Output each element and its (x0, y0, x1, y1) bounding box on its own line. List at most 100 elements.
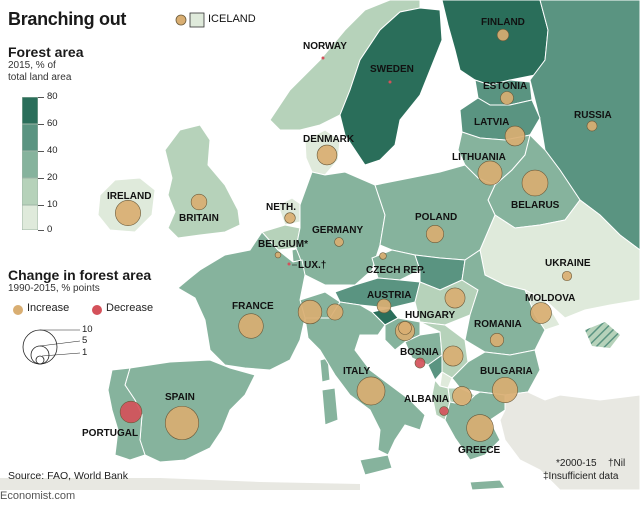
bubble-lithuania (477, 160, 503, 186)
scale-tick-40: 40 (47, 145, 58, 156)
iceland-increase-dot (175, 14, 187, 26)
size-circle-10 (22, 329, 58, 365)
bubble-germany (334, 237, 344, 247)
bubble-italy (356, 376, 386, 406)
nil-dot-norway (321, 56, 325, 60)
bubble-layer (115, 28, 598, 442)
scale-tick-line-3 (38, 178, 44, 179)
label-denmark: DENMARK (303, 134, 355, 145)
label-italy: ITALY (343, 366, 371, 377)
label-bulgaria: BULGARIA (480, 366, 533, 377)
bubble-spain (164, 405, 200, 441)
bubble-unlabelled-4 (452, 386, 472, 406)
size-tick-5: 5 (82, 335, 88, 346)
scale-tick-0: 0 (47, 224, 53, 235)
bubble-czech-rep (379, 252, 387, 260)
country-shape-germany (295, 171, 386, 286)
label-austria: AUSTRIA (367, 290, 411, 301)
country-shape-sicily (359, 454, 393, 476)
label-germany: GERMANY (312, 225, 363, 236)
bubble-denmark (316, 144, 338, 166)
bubble-portugal (119, 400, 143, 424)
insufficient-data-patch (585, 322, 620, 348)
nil-dot-lux (287, 262, 291, 266)
size-tick-1: 1 (82, 347, 88, 358)
label-layer: FINLAND NORWAY SWEDEN ESTONIA RUSSIA LATVIA DE… (82, 17, 612, 456)
label-sweden: SWEDEN (370, 64, 414, 75)
label-norway: NORWAY (303, 41, 347, 52)
decrease-label: Decrease (106, 302, 154, 314)
iceland-swatch (189, 12, 205, 28)
country-shape-sweden (339, 7, 443, 166)
bubble-unlabelled-2 (444, 287, 466, 309)
label-lux: LUX.† (298, 260, 326, 271)
label-russia: RUSSIA (574, 110, 612, 121)
bubble-ukraine (561, 270, 573, 282)
label-spain: SPAIN (165, 392, 195, 403)
scale-tick-80: 80 (47, 91, 58, 102)
map-title: Branching out (8, 9, 127, 29)
nil-dot-sweden (388, 80, 392, 84)
decrease-dot (92, 305, 102, 315)
map-area: FINLAND NORWAY SWEDEN ESTONIA RUSSIA LATVIA DE… (0, 0, 640, 490)
scale-tick-line-5 (38, 230, 44, 231)
bubble-belgium (274, 251, 282, 259)
label-britain: BRITAIN (179, 213, 219, 224)
scale-swatch-0 (22, 97, 38, 124)
country-shape-britain (164, 124, 241, 239)
country-shape-sardinia (321, 387, 339, 426)
label-france: FRANCE (232, 301, 274, 312)
note-asterisk: *2000-15 (556, 458, 597, 469)
iceland-label: ICELAND (208, 13, 256, 25)
forest-legend-sub-2: total land area (8, 72, 72, 83)
scale-swatch-1 (22, 124, 38, 151)
label-ireland: IRELAND (107, 191, 151, 202)
size-circle-1 (35, 355, 45, 365)
label-belarus: BELARUS (511, 200, 560, 211)
label-portugal: PORTUGAL (82, 428, 138, 439)
forest-legend-sub-1: 2015, % of (8, 60, 56, 71)
brand-mark: Economist.com (0, 490, 76, 502)
note-dagger: †Nil (608, 458, 626, 469)
label-albania: ALBANIA (404, 394, 449, 405)
label-hungary: HUNGARY (405, 310, 456, 321)
change-key: Increase Decrease (12, 301, 172, 319)
forest-legend-heading: Forest area (8, 44, 84, 60)
scale-tick-10: 10 (47, 199, 58, 210)
bubble-unlabelled-1 (326, 303, 344, 321)
size-circle-5 (30, 345, 50, 365)
note-insufficient: ‡Insufficient data (543, 471, 619, 482)
label-greece: GREECE (458, 445, 501, 456)
size-key: 10 5 1 (20, 323, 100, 365)
increase-label: Increase (27, 302, 70, 314)
bubble-greece (466, 414, 494, 442)
label-romania: ROMANIA (474, 319, 522, 330)
label-lithuania: LITHUANIA (452, 152, 506, 163)
label-finland: FINLAND (481, 17, 525, 28)
bubble-ireland (115, 200, 141, 226)
bubble-romania (489, 332, 505, 348)
bubble-unlabelled-5 (398, 321, 412, 335)
scale-tick-line-0 (38, 97, 44, 98)
scale-swatch-2 (22, 151, 38, 178)
label-neth: NETH. (266, 202, 296, 213)
bubble-unlabelled-3 (442, 345, 464, 367)
label-latvia: LATVIA (474, 117, 509, 128)
forest-area-legend: Forest area 2015, % of total land area (8, 44, 83, 84)
bubble-poland (425, 224, 445, 244)
label-ukraine: UKRAINE (545, 258, 591, 269)
bubble-neth (284, 212, 296, 224)
country-shape-france (177, 231, 306, 371)
scale-tick-60: 60 (47, 118, 58, 129)
bubble-albania (439, 406, 449, 416)
size-key-circles (22, 329, 81, 365)
increase-dot (13, 305, 23, 315)
bubble-france (238, 313, 264, 339)
scale-tick-line-2 (38, 151, 44, 152)
bubble-moldova (530, 302, 552, 324)
iceland-marker (175, 12, 205, 28)
label-estonia: ESTONIA (483, 81, 527, 92)
europe-map: FINLAND NORWAY SWEDEN ESTONIA RUSSIA LATVIA DE… (0, 0, 640, 490)
label-bosnia: BOSNIA (400, 347, 439, 358)
source-note: Source: FAO, World Bank (8, 470, 129, 482)
